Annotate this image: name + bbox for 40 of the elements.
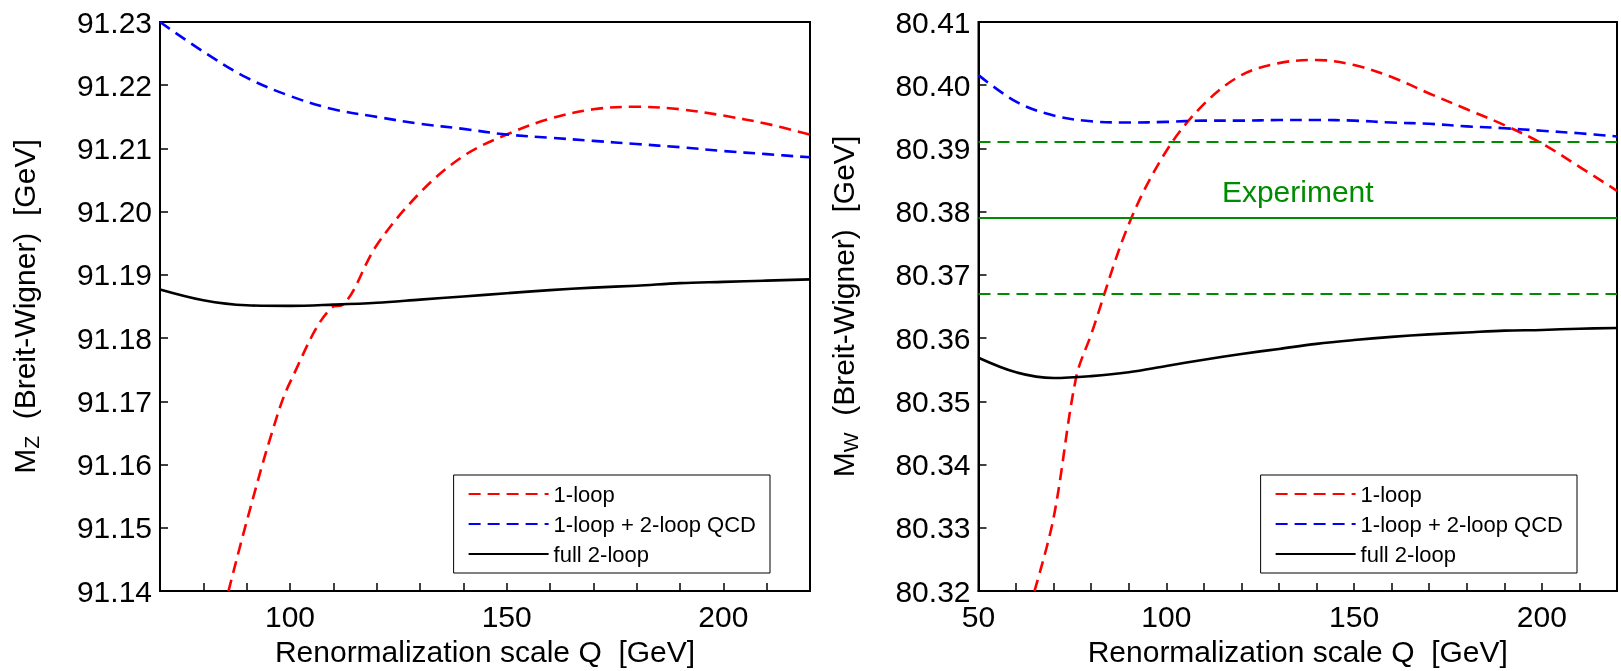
y-tick-label: 91.19 (76, 258, 152, 292)
x-tick-label: 200 (1516, 599, 1567, 633)
legend-label: 1-loop + 2-loop QCD (553, 511, 757, 537)
y-tick-label: 80.41 (895, 5, 971, 39)
y-tick-label: 80.39 (895, 131, 971, 165)
x-axis-title: Renormalization scale Q [GeV] (1087, 634, 1508, 668)
legend-label: full 2-loop (1360, 541, 1457, 567)
y-tick-label: 91.17 (76, 384, 152, 418)
y-tick-label: 91.18 (76, 321, 152, 355)
legend-label: 1-loop + 2-loop QCD (1360, 511, 1564, 537)
line-series (227, 105, 812, 593)
line-series (158, 20, 812, 159)
y-tick-label: 80.35 (895, 384, 971, 418)
y-tick-label: 91.23 (76, 5, 152, 39)
legend-label: 1-loop (553, 481, 615, 507)
legend-label: full 2-loop (553, 541, 650, 567)
x-tick-label: 100 (1141, 599, 1192, 633)
y-axis-title: MZ (Breit-Wigner) [GeV] (8, 139, 43, 474)
y-axis-title: MW (Breit-Wigner) [GeV] (826, 135, 862, 478)
ref-line-label: Experiment (1221, 174, 1375, 208)
x-tick-label: 150 (1329, 599, 1380, 633)
y-tick-label: 91.21 (76, 131, 152, 165)
y-tick-label: 80.38 (895, 195, 971, 229)
y-tick-label: 91.14 (76, 574, 152, 608)
y-tick-label: 80.36 (895, 321, 971, 355)
y-tick-label: 80.40 (895, 68, 971, 102)
x-tick-label: 150 (481, 599, 532, 633)
y-tick-label: 91.22 (76, 68, 152, 102)
y-tick-label: 91.15 (76, 511, 152, 545)
y-tick-label: 91.16 (76, 448, 152, 482)
y-tick-label: 80.33 (895, 511, 971, 545)
x-tick-label: 100 (264, 599, 316, 633)
y-tick-label: 80.37 (895, 258, 971, 292)
x-axis-title: Renormalization scale Q [GeV] (274, 634, 696, 668)
line-series (977, 73, 1619, 138)
line-series (1033, 58, 1619, 593)
y-tick-label: 91.20 (76, 195, 152, 229)
y-tick-label: 80.34 (895, 448, 971, 482)
legend-label: 1-loop (1360, 481, 1422, 507)
x-tick-label: 200 (698, 599, 749, 633)
